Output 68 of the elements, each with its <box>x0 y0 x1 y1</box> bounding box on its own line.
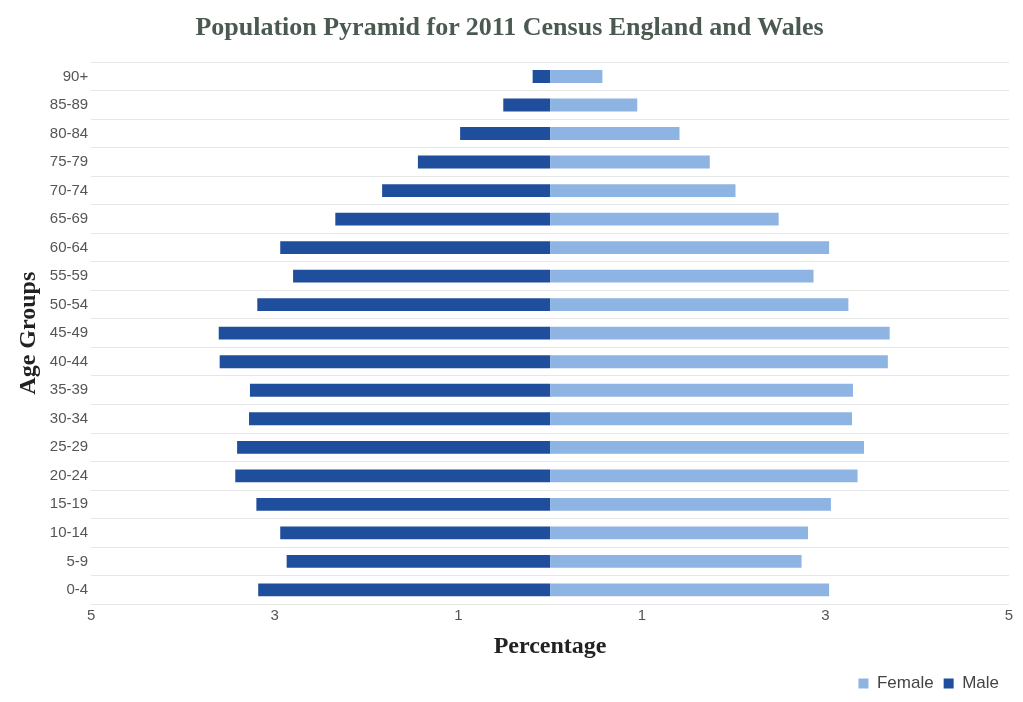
bar <box>258 583 551 597</box>
bar <box>550 241 830 255</box>
bar <box>550 70 603 83</box>
y-tick-label: 45-49 <box>49 323 89 341</box>
bar <box>237 440 551 454</box>
x-tick-label: 1 <box>454 606 463 624</box>
y-tick-label: 35-39 <box>49 380 89 398</box>
bar <box>532 70 551 83</box>
bar <box>257 298 551 312</box>
bar <box>256 497 551 511</box>
x-axis-title: Percentage <box>493 631 607 658</box>
bar <box>550 326 890 340</box>
y-tick-label: 60-64 <box>49 237 89 255</box>
bar <box>550 298 849 312</box>
bar <box>550 497 831 511</box>
bar <box>286 554 551 568</box>
bar <box>550 554 802 568</box>
bar <box>219 355 551 369</box>
bar <box>550 440 864 454</box>
bar <box>550 155 710 169</box>
y-axis-title: Age Groups <box>13 271 40 395</box>
y-tick-label: 50-54 <box>49 294 89 312</box>
bar <box>503 98 551 112</box>
bar <box>382 184 551 197</box>
y-tick-label: 85-89 <box>49 95 89 113</box>
bar <box>280 526 551 540</box>
x-tick-label: 3 <box>270 606 279 624</box>
bar <box>550 526 808 540</box>
x-tick-label: 5 <box>1004 606 1014 624</box>
bar <box>280 241 551 255</box>
y-tick-label: 55-59 <box>49 266 89 284</box>
legend-label: Female <box>876 673 934 693</box>
y-tick-label: 5-9 <box>66 551 89 569</box>
x-tick-label: 3 <box>821 606 830 624</box>
bar <box>550 355 888 369</box>
bar <box>249 412 551 426</box>
y-tick-label: 70-74 <box>49 180 89 198</box>
bar <box>550 583 830 597</box>
y-tick-label: 40-44 <box>49 351 89 369</box>
bar <box>249 383 551 397</box>
y-tick-label: 75-79 <box>49 152 89 170</box>
legend-label: Male <box>962 673 1000 693</box>
y-tick-label: 20-24 <box>49 465 89 483</box>
bar <box>550 127 680 140</box>
bar <box>550 212 779 226</box>
bar <box>293 269 551 283</box>
bar <box>550 269 814 283</box>
chart-title: Population Pyramid for 2011 Census England and Wales <box>195 12 824 42</box>
bar <box>417 155 551 169</box>
bar <box>550 184 736 197</box>
bar <box>460 127 551 140</box>
y-tick-label: 10-14 <box>49 523 89 541</box>
y-tick-label: 80-84 <box>49 123 89 141</box>
bar <box>550 383 853 397</box>
bar <box>235 469 551 483</box>
bar <box>218 326 551 340</box>
bar <box>550 469 858 483</box>
bar <box>550 98 638 112</box>
y-tick-label: 30-34 <box>49 408 89 426</box>
bar <box>335 212 551 226</box>
y-tick-label: 15-19 <box>49 494 89 512</box>
y-tick-label: 25-29 <box>49 437 89 455</box>
bar <box>550 412 853 426</box>
y-tick-label: 90+ <box>62 66 89 84</box>
y-tick-label: 0-4 <box>66 580 89 598</box>
y-tick-label: 65-69 <box>49 209 89 227</box>
x-tick-label: 5 <box>86 606 96 624</box>
x-tick-label: 1 <box>637 606 647 624</box>
